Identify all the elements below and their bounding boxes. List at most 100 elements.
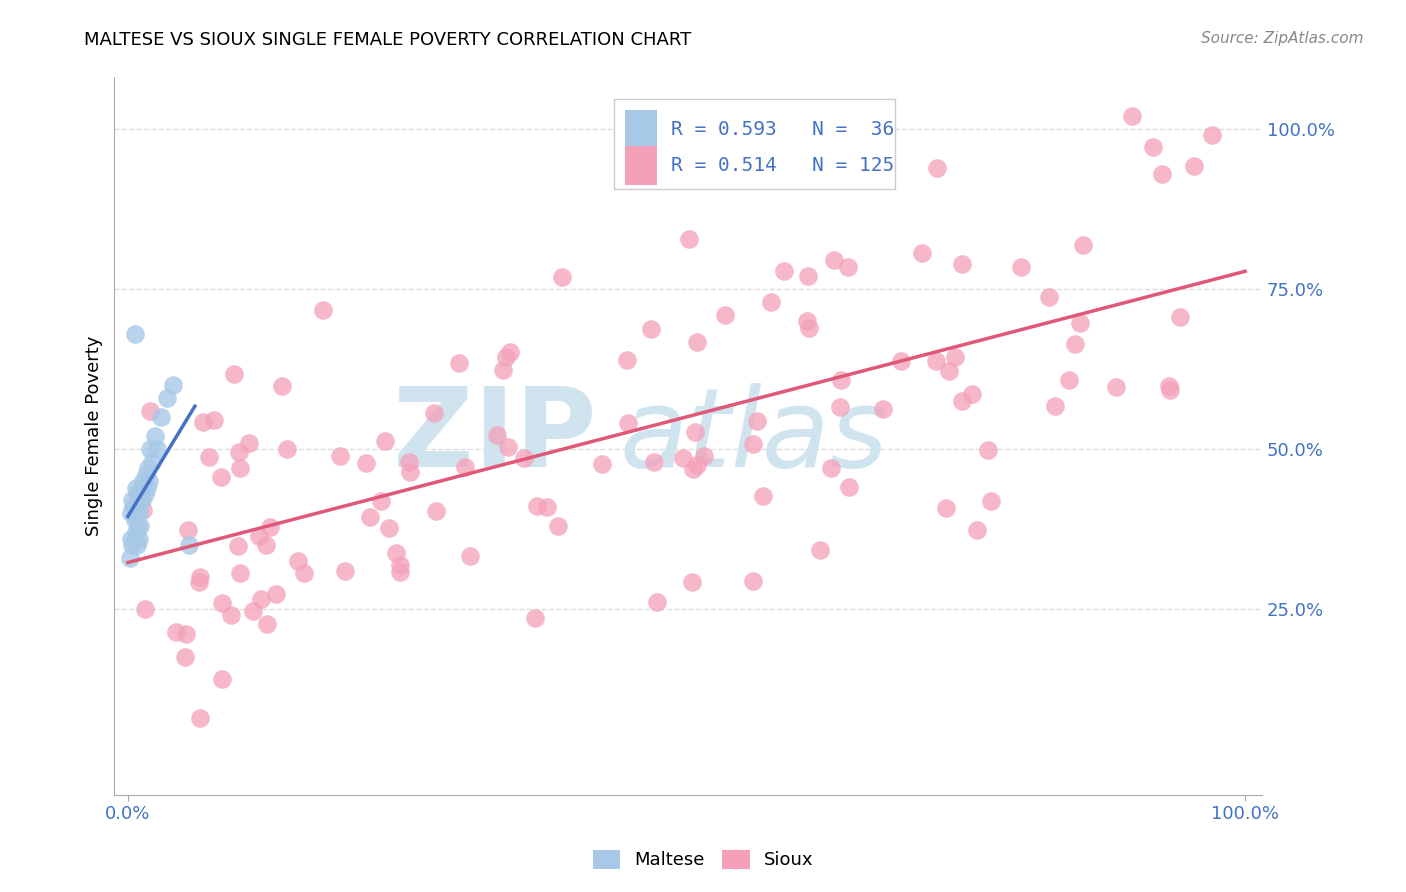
Point (132, 474, 155, 488)
Point (977, 443, 1000, 458)
Point (872, 401, 894, 416)
Point (837, 260, 859, 274)
Point (242, 604, 264, 618)
Point (129, 519, 152, 533)
Point (128, 506, 150, 520)
Point (830, 373, 852, 387)
Point (938, 364, 960, 378)
Point (354, 456, 377, 470)
Point (1069, 316, 1091, 330)
Point (329, 449, 352, 463)
Point (1105, 380, 1128, 394)
Point (1150, 167, 1173, 181)
Point (943, 351, 966, 365)
Point (249, 591, 271, 606)
FancyBboxPatch shape (613, 99, 894, 189)
Point (139, 404, 162, 418)
Point (211, 596, 233, 610)
Point (551, 270, 574, 285)
Point (129, 493, 152, 508)
Point (264, 587, 287, 601)
Point (820, 461, 842, 475)
Point (1201, 128, 1223, 142)
Point (134, 487, 156, 501)
Point (188, 711, 211, 725)
Point (127, 500, 149, 514)
Point (135, 467, 157, 482)
Point (966, 523, 988, 537)
Point (1071, 238, 1094, 252)
Point (312, 303, 335, 318)
Point (188, 570, 211, 584)
Point (1045, 399, 1067, 413)
Y-axis label: Single Female Poverty: Single Female Poverty (86, 336, 103, 536)
Point (193, 415, 215, 429)
Point (454, 460, 477, 475)
Point (1182, 159, 1205, 173)
Point (645, 595, 668, 609)
Point (591, 457, 613, 471)
Point (333, 564, 356, 578)
Point (176, 524, 198, 538)
Point (384, 546, 406, 560)
Point (742, 437, 765, 451)
Point (125, 538, 148, 552)
Point (211, 672, 233, 686)
Point (681, 574, 703, 589)
Point (513, 450, 536, 465)
Point (495, 350, 517, 364)
Text: R = 0.593   N =  36: R = 0.593 N = 36 (671, 120, 894, 139)
Point (496, 441, 519, 455)
Point (499, 344, 522, 359)
Point (124, 532, 146, 546)
Point (890, 354, 912, 368)
Point (389, 565, 412, 579)
Point (121, 538, 143, 552)
Point (980, 494, 1002, 508)
Point (138, 474, 160, 488)
Point (128, 487, 150, 501)
Point (796, 314, 818, 328)
Point (162, 378, 184, 392)
Point (950, 256, 973, 270)
Point (808, 543, 831, 558)
Point (124, 512, 146, 526)
Point (359, 510, 381, 524)
Point (823, 252, 845, 267)
Point (686, 335, 709, 350)
Point (492, 363, 515, 377)
Point (773, 264, 796, 278)
Text: atlas: atlas (619, 383, 889, 490)
Point (838, 481, 860, 495)
Point (1157, 378, 1180, 392)
Point (960, 386, 983, 401)
Point (122, 500, 145, 514)
Point (458, 549, 481, 563)
Text: ZIP: ZIP (394, 383, 596, 490)
Point (118, 551, 141, 566)
Point (752, 489, 775, 503)
Point (174, 650, 197, 665)
Point (759, 294, 782, 309)
Point (1057, 373, 1080, 387)
Point (256, 617, 278, 632)
Point (547, 518, 569, 533)
Point (1038, 290, 1060, 304)
Point (1064, 337, 1087, 351)
Point (449, 356, 471, 370)
Point (226, 539, 249, 553)
Point (179, 538, 201, 552)
Point (271, 378, 294, 392)
Point (526, 499, 548, 513)
Point (485, 427, 508, 442)
Point (124, 506, 146, 520)
Point (146, 442, 169, 456)
Point (276, 442, 298, 457)
Point (188, 574, 211, 589)
Point (165, 625, 187, 640)
Point (127, 519, 149, 533)
Point (150, 410, 173, 425)
Point (425, 504, 447, 518)
Point (747, 414, 769, 428)
Point (797, 320, 820, 334)
